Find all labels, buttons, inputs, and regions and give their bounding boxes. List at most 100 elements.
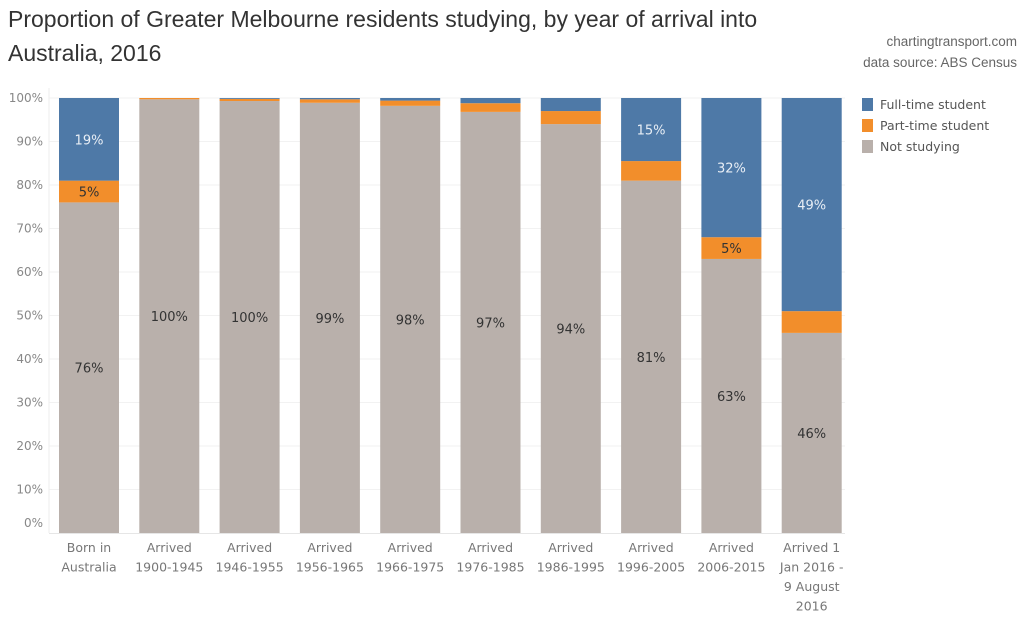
data-label: 5% [721,242,742,257]
y-axis: 0% 10% 20% 30% 40% 50% 60% 70% 80% 90% 100% [9,88,50,533]
y-tick-label: 80% [16,178,43,192]
x-tick-label: Arrived 1976-1985 [456,540,524,575]
data-label: 97% [476,316,505,331]
legend-label: Part-time student [880,118,990,133]
bar-segment-not-studying [781,332,842,533]
bar-segment-part-time-student [139,98,200,100]
x-tick-label-line: Arrived [147,540,192,555]
bar-segment-not-studying [540,124,601,533]
bar-segment-not-studying [219,101,280,533]
x-tick-label-line: 1900-1945 [135,560,203,575]
bar-segment-full-time-student [219,98,280,99]
y-tick-label: 50% [16,309,43,323]
bar-segment-part-time-student [299,99,360,103]
x-tick-label: Arrived 1946-1955 [216,540,284,575]
x-tick-label-line: Arrived [709,540,754,555]
x-tick-label: Arrived 1986-1995 [537,540,605,575]
x-tick-label-line: Arrived [468,540,513,555]
bar-segment-part-time-student [380,100,441,106]
bar-segment-full-time-student [701,98,762,238]
legend: Full-time student Part-time student Not st… [862,94,989,157]
data-label: 94% [556,323,585,338]
bar-segment-part-time-student [219,98,280,102]
x-tick-label-line: 2016 [796,599,828,614]
x-tick-label: Arrived 1966-1975 [376,540,444,575]
bar-segment-part-time-student [59,180,119,203]
x-tick-label: Arrived 1996-2005 [617,540,685,575]
y-tick-label: 90% [16,135,43,149]
bar-segment-part-time-student [460,103,521,112]
data-label: 19% [75,133,104,148]
y-tick-label: 30% [16,396,43,410]
bar-segment-not-studying [621,180,682,533]
data-label: 46% [797,427,826,442]
data-label: 99% [315,312,344,327]
x-tick-label-line: 1966-1975 [376,560,444,575]
bars: 76% 5% 19% 100% 100% 99% 98% 97% 94% 81% 15% 63% 5% 3… [59,98,842,534]
bar-segment-full-time-student [460,98,521,104]
x-tick-label-line: Jan 2016 - [779,560,844,575]
legend-item: Full-time student [862,94,989,115]
x-tick-label-line: Arrived 1 [783,540,840,555]
x-tick-label-line: Arrived [548,540,593,555]
bar-segment-full-time-student [299,98,360,100]
bar-segment-not-studying [59,202,119,533]
data-label: 32% [717,162,746,177]
bar-segment-part-time-student [781,311,842,333]
x-tick-label-line: 9 August [784,579,840,594]
x-tick-label-line: Arrived [307,540,352,555]
bar-segment-not-studying [380,105,441,533]
y-tick-label: 0% [24,516,43,530]
x-tick-label-line: Arrived [629,540,674,555]
y-tick-label: 70% [16,222,43,236]
x-tick-label: Arrived 2006-2015 [697,540,765,575]
bar-segment-not-studying [139,99,200,534]
x-tick-label-line: Australia [61,560,116,575]
x-tick-label-line: Arrived [388,540,433,555]
data-label: 15% [637,124,666,139]
bar-segment-not-studying [460,111,521,533]
bar-segment-full-time-student [59,98,119,181]
bar-segment-part-time-student [540,111,601,125]
x-tick-label-line: 1976-1985 [456,560,524,575]
x-tick-label-line: Born in [67,540,111,555]
data-label: 98% [396,313,425,328]
y-tick-label: 10% [16,483,43,497]
bar-segment-part-time-student [621,161,682,181]
x-tick-label: Arrived 1 Jan 2016 - 9 August 2016 [779,540,844,614]
x-tick-label-line: 1956-1965 [296,560,364,575]
data-label: 76% [75,362,104,377]
bar-segment-full-time-student [540,98,601,112]
x-tick-label-line: 1996-2005 [617,560,685,575]
bar-segment-full-time-student [781,98,842,312]
y-tick-label: 60% [16,265,43,279]
bar-segment-part-time-student [701,237,762,259]
x-axis: Born in Australia Arrived 1900-1945 Arrived 1… [49,533,845,614]
legend-swatch [862,140,873,153]
legend-swatch [862,98,873,111]
data-label: 49% [797,199,826,214]
credit-data-source: data source: ABS Census [863,55,1017,70]
data-label: 100% [231,311,268,326]
data-label: 81% [637,351,666,366]
legend-label: Not studying [880,139,960,154]
chart-title: Proportion of Greater Melbourne resident… [8,6,758,66]
x-tick-label-line: 1946-1955 [216,560,284,575]
y-tick-label: 100% [9,91,43,105]
bar-segment-not-studying [299,102,360,534]
bar-segment-full-time-student [380,98,441,101]
legend-item: Not studying [862,136,989,157]
legend-item: Part-time student [862,115,989,136]
data-label: 63% [717,390,746,405]
y-tick-label: 40% [16,352,43,366]
bar-segment-full-time-student [621,98,682,162]
x-tick-label: Arrived 1956-1965 [296,540,364,575]
bar-segment-not-studying [701,258,762,533]
y-tick-label: 20% [16,439,43,453]
data-label: 5% [79,186,100,201]
x-tick-label: Arrived 1900-1945 [135,540,203,575]
x-tick-label-line: 1986-1995 [537,560,605,575]
legend-label: Full-time student [880,97,986,112]
credit-site: chartingtransport.com [886,34,1017,49]
